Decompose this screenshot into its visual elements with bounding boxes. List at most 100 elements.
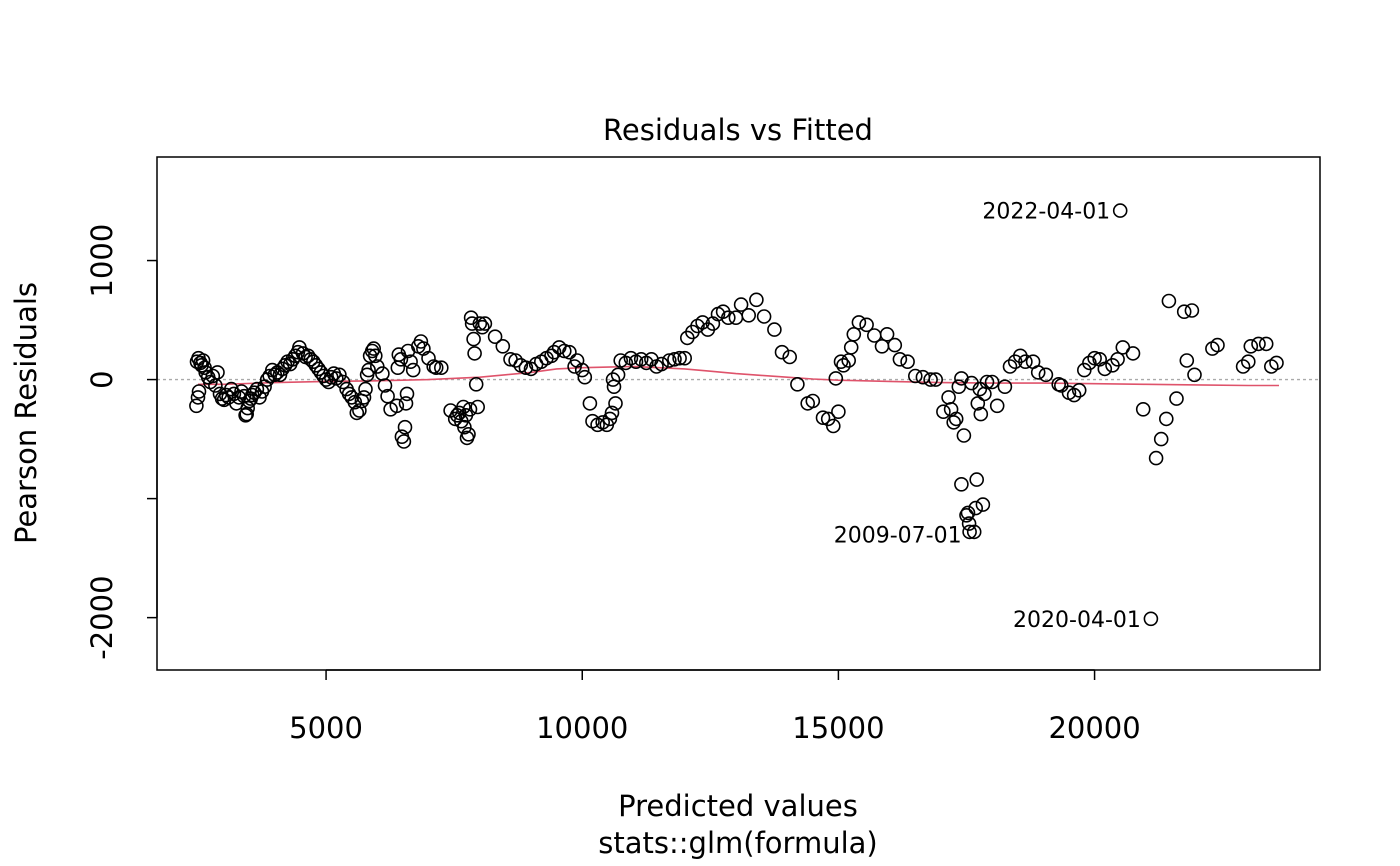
data-point — [825, 418, 841, 434]
data-point — [966, 524, 982, 540]
data-point — [413, 334, 429, 349]
data-point — [828, 371, 844, 386]
data-point — [582, 396, 598, 411]
data-point — [474, 319, 490, 335]
data-point — [577, 369, 593, 385]
data-point — [846, 326, 862, 342]
data-point — [936, 404, 951, 420]
data-point — [900, 354, 915, 370]
y-tick-label: 0 — [85, 370, 119, 388]
data-point — [1241, 354, 1256, 370]
data-point — [756, 309, 772, 324]
data-point — [654, 356, 669, 372]
point-annotation: 2009-07-01 — [834, 523, 962, 548]
data-point — [1110, 351, 1125, 367]
annotations-layer: 2022-04-01 2009-07-01 2020-04-01 — [834, 200, 1141, 633]
data-point — [618, 355, 634, 371]
data-point — [477, 316, 493, 331]
data-point — [928, 372, 944, 387]
data-point — [960, 505, 976, 521]
x-axis-sublabel: stats::glm(formula) — [598, 826, 877, 860]
data-point — [728, 310, 744, 326]
data-point — [1148, 450, 1164, 466]
data-point — [968, 500, 984, 516]
y-axis: 1000 0 -2000 — [85, 224, 158, 660]
data-point — [335, 374, 351, 390]
data-point — [749, 292, 764, 308]
data-point — [461, 426, 476, 442]
data-point — [608, 396, 623, 411]
data-point — [190, 390, 206, 405]
data-point — [1077, 362, 1092, 378]
data-point — [556, 343, 572, 359]
data-point — [1179, 353, 1195, 368]
data-point — [805, 393, 821, 409]
data-point — [989, 398, 1005, 414]
data-point — [508, 353, 523, 368]
data-point — [997, 379, 1013, 395]
data-point — [1082, 355, 1097, 371]
data-point — [879, 326, 895, 342]
data-point — [466, 331, 481, 347]
data-point — [677, 350, 693, 366]
data-point — [544, 348, 559, 364]
data-point — [389, 398, 405, 414]
y-tick-label: -2000 — [85, 575, 119, 659]
data-point — [1135, 401, 1151, 417]
data-point — [851, 315, 867, 330]
data-point — [398, 396, 414, 411]
data-point — [358, 381, 373, 397]
data-point — [695, 315, 710, 330]
data-point — [405, 362, 421, 378]
data-point — [403, 354, 418, 370]
data-point — [1112, 203, 1128, 218]
data-point — [1143, 611, 1159, 627]
data-point — [238, 407, 253, 423]
data-point — [523, 361, 539, 377]
data-point — [1018, 354, 1033, 370]
data-point — [956, 428, 972, 443]
data-point — [672, 350, 687, 366]
data-point — [390, 360, 406, 376]
data-point — [979, 374, 995, 390]
data-point — [574, 362, 590, 378]
data-point — [604, 405, 620, 421]
data-point — [189, 398, 204, 414]
data-point — [969, 472, 985, 487]
data-point — [347, 394, 363, 410]
data-point — [1210, 337, 1225, 353]
data-point — [328, 371, 344, 386]
x-tick-label: 20000 — [1048, 711, 1140, 745]
data-point — [305, 354, 321, 370]
data-point — [815, 410, 831, 426]
data-point — [948, 411, 964, 427]
y-axis-label: Pearson Residuals — [9, 282, 43, 544]
x-tick-label: 10000 — [536, 711, 628, 745]
data-point — [191, 384, 207, 399]
data-point — [1251, 336, 1266, 352]
data-point — [1087, 350, 1102, 366]
data-point — [907, 368, 923, 384]
data-point — [941, 390, 956, 405]
data-point — [661, 353, 677, 368]
data-point — [859, 317, 874, 333]
data-point — [790, 376, 805, 392]
data-point — [887, 337, 903, 353]
data-point — [393, 351, 409, 367]
point-annotation: 2022-04-01 — [982, 200, 1110, 225]
data-point — [495, 338, 511, 354]
data-point — [366, 341, 382, 356]
data-point — [1184, 303, 1200, 318]
data-point — [1038, 367, 1054, 383]
data-point — [352, 403, 367, 418]
data-point — [399, 386, 415, 402]
data-point — [1097, 361, 1113, 377]
data-point — [349, 405, 365, 421]
data-point — [782, 349, 798, 365]
x-tick-label: 5000 — [289, 711, 363, 745]
data-point — [472, 316, 488, 331]
data-point — [205, 368, 221, 384]
data-point — [361, 362, 376, 378]
x-axis: 5000 10000 15000 20000 — [289, 669, 1141, 745]
data-point — [468, 376, 484, 392]
